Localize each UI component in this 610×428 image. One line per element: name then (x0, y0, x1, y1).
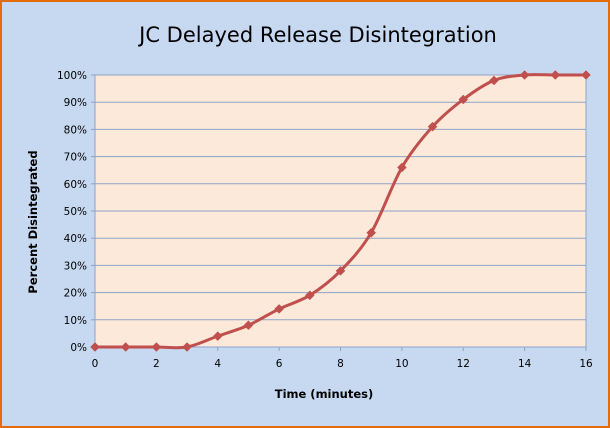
x-axis-title: Time (minutes) (275, 387, 374, 401)
y-tick-label: 70% (64, 152, 87, 164)
data-point-marker (519, 70, 530, 80)
y-tick-label: 50% (64, 206, 87, 218)
y-tick-label: 40% (64, 233, 87, 245)
y-tick-label: 0% (70, 342, 87, 354)
data-point-marker (90, 342, 100, 352)
data-point-marker (212, 331, 223, 341)
data-point-marker (243, 320, 254, 331)
data-point-marker (120, 342, 131, 352)
data-point-marker (458, 94, 469, 105)
y-tick-labels: 0% 10% 20% 30% 40% 50% 60% 70% 80% 90% 100% (57, 70, 87, 354)
chart-title: JC Delayed Release Disintegration (137, 23, 497, 47)
data-point-marker (397, 162, 407, 173)
y-tick-label: 60% (64, 179, 87, 191)
x-tick-label: 4 (214, 358, 221, 370)
data-point-marker (151, 342, 162, 352)
y-axis-title: Percent Disintegrated (26, 150, 40, 293)
data-point-marker (274, 304, 284, 314)
y-tick-label: 100% (57, 70, 87, 82)
data-point-marker (581, 70, 591, 80)
y-tick-label: 20% (64, 288, 87, 300)
y-tick-label: 90% (64, 97, 87, 109)
data-point-marker (550, 70, 561, 80)
x-tick-label: 0 (92, 358, 99, 370)
data-point-marker (489, 75, 499, 86)
x-tick-label: 14 (518, 358, 532, 370)
x-tick-label: 2 (153, 358, 160, 370)
gridlines (91, 74, 587, 351)
data-point-marker (427, 121, 438, 132)
data-point-marker (335, 265, 346, 276)
x-tick-label: 6 (276, 358, 283, 370)
series-line-group (90, 70, 591, 352)
y-tick-label: 80% (64, 124, 87, 136)
data-point-marker (182, 342, 192, 352)
x-tick-label: 8 (337, 358, 344, 370)
data-point-marker (366, 227, 377, 238)
x-tick-label: 10 (395, 358, 408, 370)
y-tick-label: 30% (64, 260, 87, 272)
x-tick-label: 16 (579, 358, 593, 370)
y-tick-label: 10% (64, 315, 87, 327)
x-tick-labels: 0 2 4 6 8 10 12 14 16 (92, 358, 593, 370)
data-point-marker (304, 290, 315, 301)
x-tick-label: 12 (457, 358, 470, 370)
